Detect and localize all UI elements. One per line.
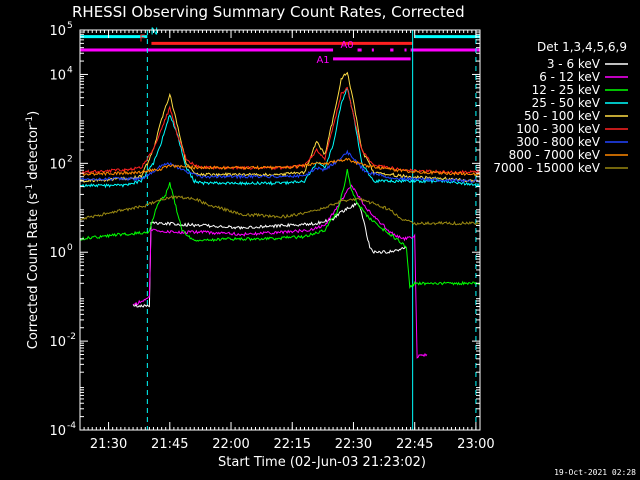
flag-label-A0: A0 — [340, 40, 353, 51]
x-tick-label-4: 22:30 — [335, 437, 372, 452]
series-line-8 — [79, 195, 481, 226]
series-line-4 — [79, 71, 481, 183]
chart-title: RHESSI Observing Summary Count Rates, Co… — [72, 3, 465, 21]
y-tick-exp-1: -2 — [67, 332, 76, 342]
legend-label-2: 12 - 25 keV — [532, 83, 601, 97]
y-tick-label-5: 10 — [49, 24, 66, 39]
legend-title: Det 1,3,4,5,6,9 — [537, 40, 627, 54]
series-line-0 — [132, 202, 407, 308]
x-tick-label-3: 22:15 — [274, 437, 311, 452]
flag-label-N: N — [151, 27, 158, 38]
legend-label-8: 7000 - 15000 keV — [493, 161, 600, 175]
series-line-6 — [79, 149, 481, 184]
x-tick-label-0: 21:30 — [90, 437, 127, 452]
legend-label-1: 6 - 12 keV — [539, 70, 601, 84]
y-tick-exp-3: 2 — [67, 154, 73, 164]
flag-label-F: F — [140, 33, 146, 44]
x-tick-label-6: 23:00 — [457, 437, 494, 452]
x-tick-label-1: 21:45 — [151, 437, 188, 452]
y-tick-label-1: 10 — [49, 335, 66, 350]
y-tick-label-2: 10 — [49, 246, 66, 261]
series-line-7 — [79, 157, 481, 177]
y-tick-exp-0: -4 — [67, 421, 76, 431]
footer-date: 19-Oct-2021 02:28 — [554, 468, 636, 477]
y-tick-label-3: 10 — [49, 157, 66, 172]
legend-label-6: 300 - 800 keV — [516, 135, 600, 149]
series-line-2 — [79, 169, 481, 290]
legend-label-0: 3 - 6 keV — [547, 57, 601, 71]
legend-label-7: 800 - 7000 keV — [509, 148, 601, 162]
y-tick-label-4: 10 — [49, 68, 66, 83]
y-tick-exp-4: 4 — [67, 65, 73, 75]
y-tick-exp-2: 0 — [67, 243, 73, 253]
y-tick-exp-5: 5 — [67, 21, 73, 31]
y-tick-label-0: 10 — [49, 424, 66, 439]
series-line-5 — [79, 86, 481, 175]
plot-frame — [79, 29, 481, 431]
legend-label-5: 100 - 300 keV — [516, 122, 600, 136]
x-tick-label-2: 22:00 — [212, 437, 249, 452]
x-axis-label: Start Time (02-Jun-03 21:23:02) — [218, 455, 426, 470]
flag-bars: NF A0 A1 — [80, 27, 480, 66]
x-tick-label-5: 22:45 — [396, 437, 433, 452]
series-line-3 — [79, 88, 481, 189]
series-line-1 — [133, 184, 428, 359]
y-axis-label: Corrected Count Rate (s-1 detector-1) — [25, 111, 41, 349]
flag-label-A1: A1 — [316, 55, 329, 66]
legend-label-4: 50 - 100 keV — [524, 109, 601, 123]
series-lines — [79, 71, 481, 359]
vertical-markers — [146, 30, 477, 430]
legend-label-3: 25 - 50 keV — [532, 96, 601, 110]
